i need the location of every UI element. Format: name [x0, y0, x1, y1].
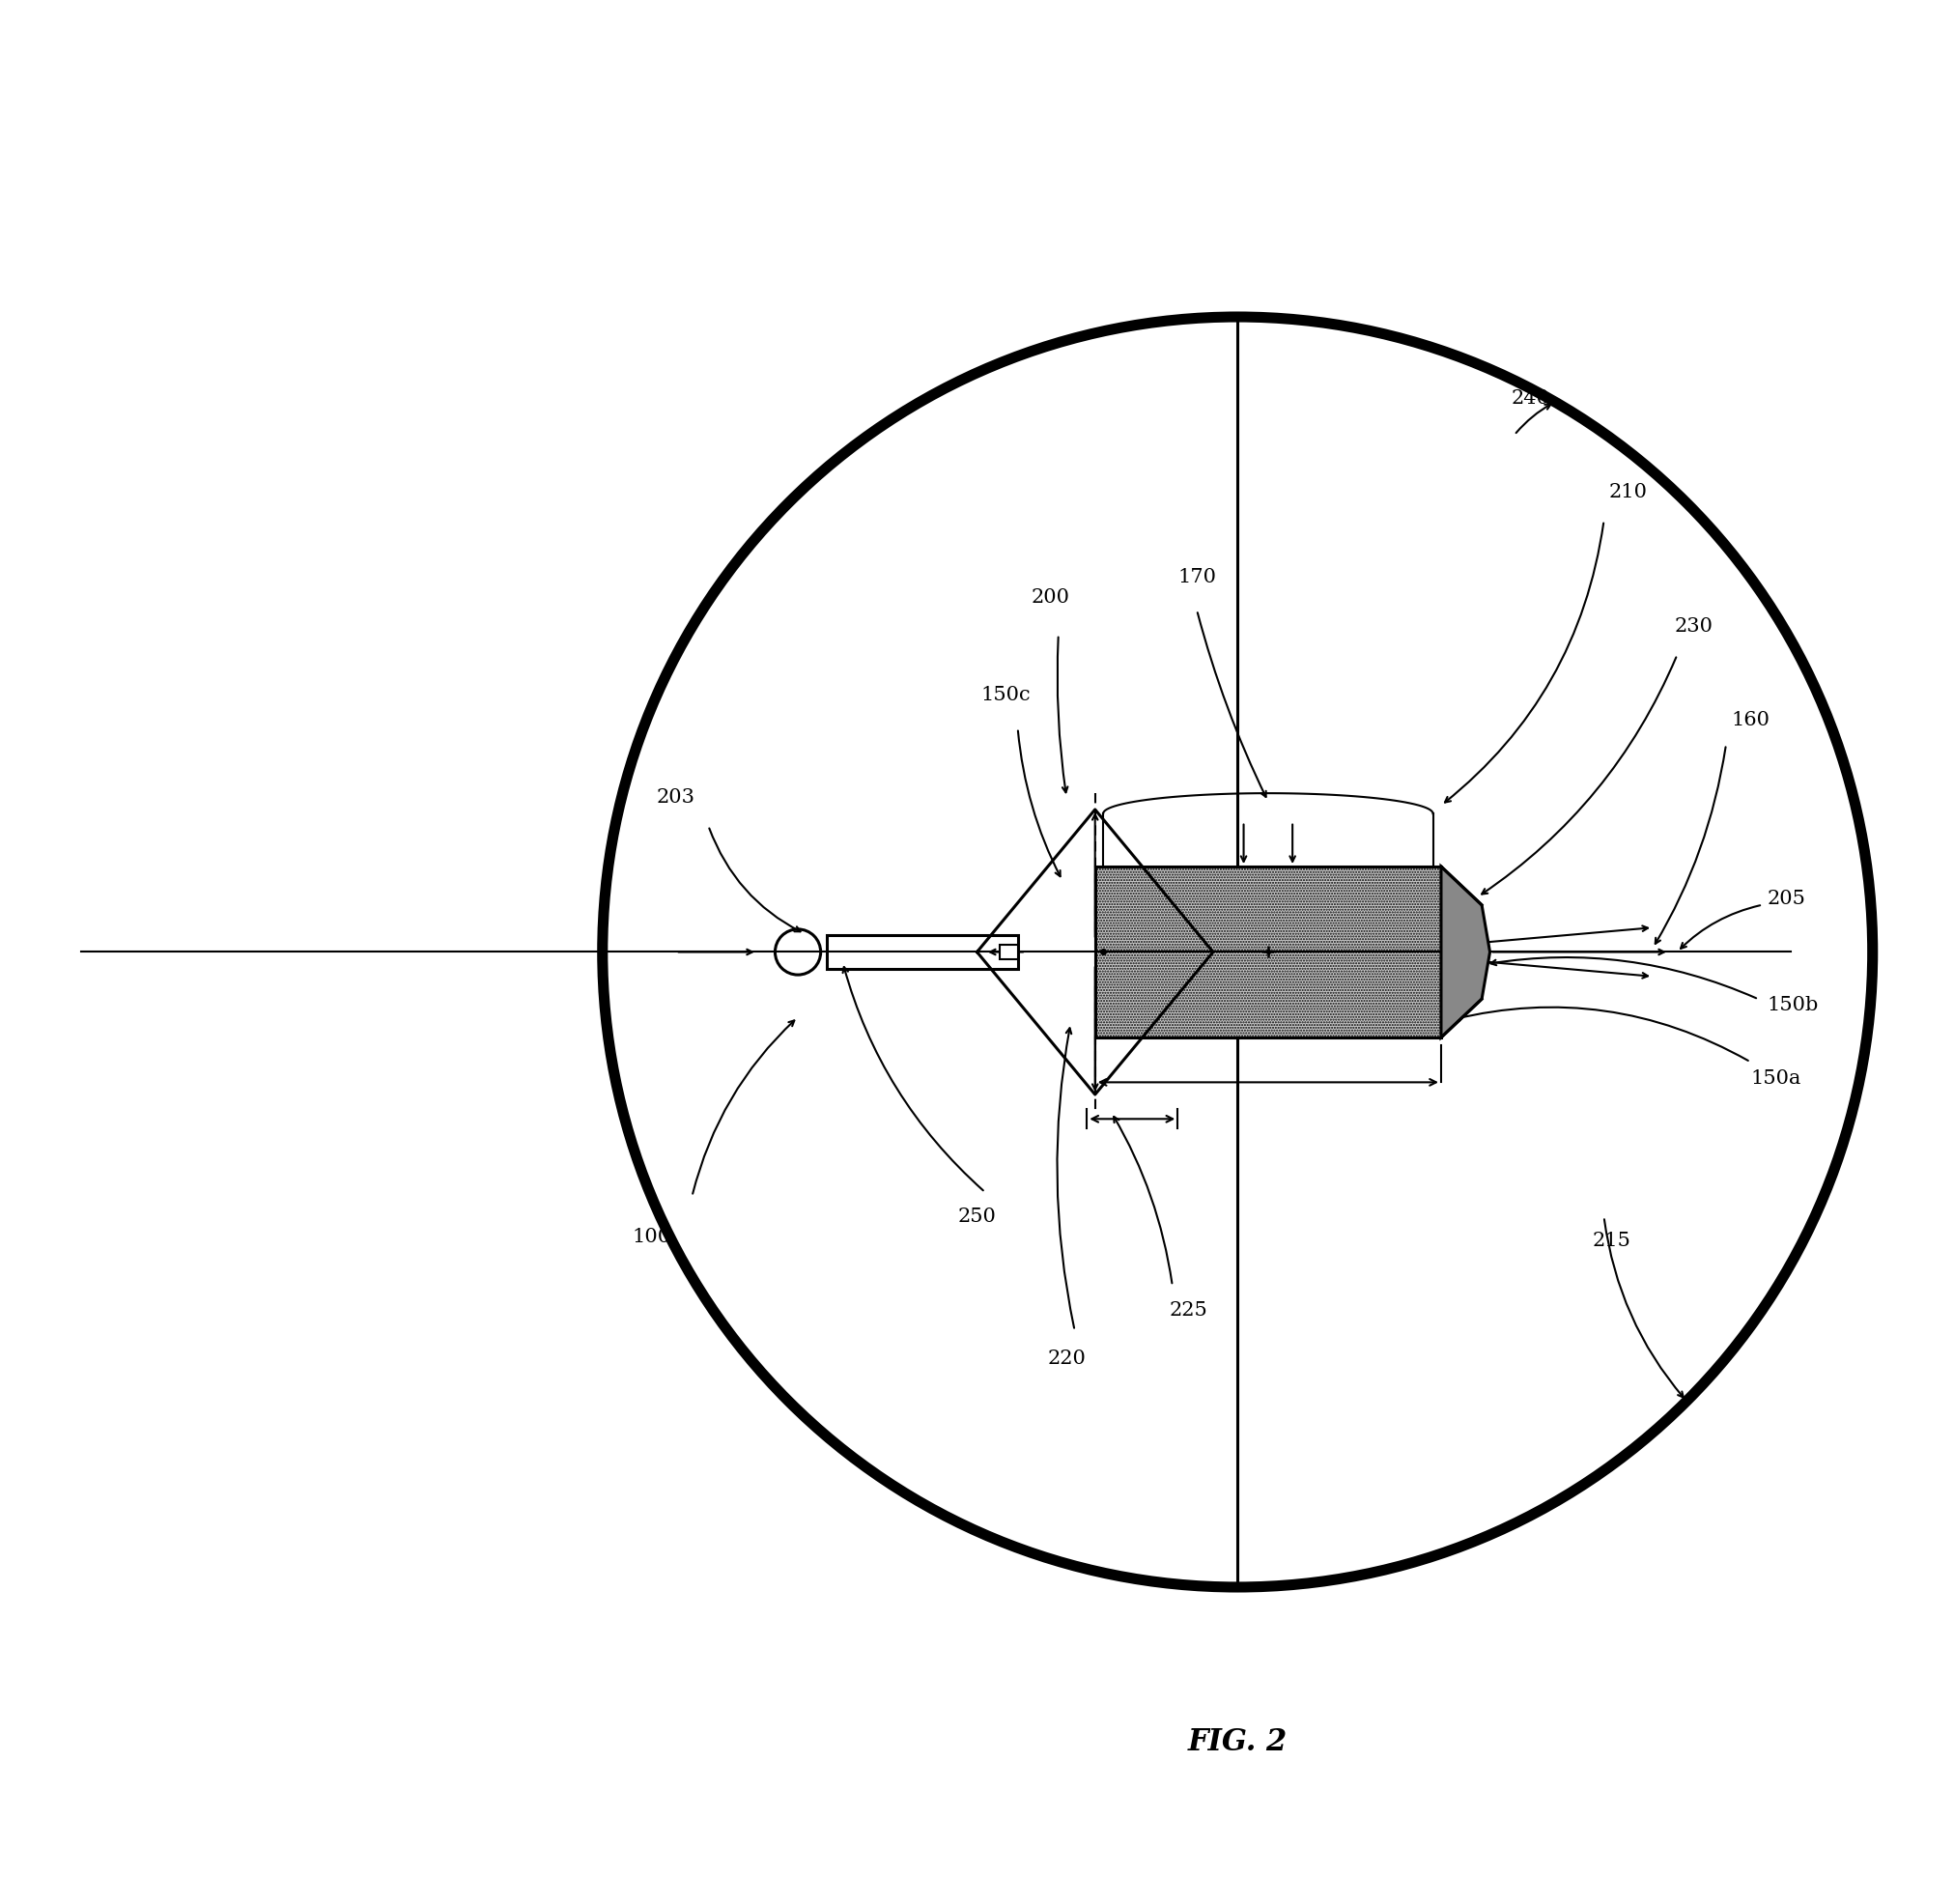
Bar	[1000, 944, 1018, 960]
Text: 205: 205	[1766, 889, 1805, 908]
Text: 150a: 150a	[1751, 1068, 1802, 1087]
Text: 250: 250	[957, 1207, 997, 1226]
Text: 150b: 150b	[1766, 996, 1817, 1015]
Bar	[827, 935, 1018, 969]
Text: 100: 100	[631, 1228, 670, 1247]
Text: 203: 203	[657, 788, 696, 807]
Polygon shape	[1440, 866, 1489, 1038]
Text: 210: 210	[1608, 484, 1647, 501]
Text: 160: 160	[1731, 710, 1770, 729]
Text: 240: 240	[1510, 388, 1550, 407]
Text: 200: 200	[1032, 588, 1069, 607]
Text: 220: 220	[1047, 1350, 1086, 1369]
Text: FIG. 2: FIG. 2	[1188, 1727, 1288, 1757]
Text: 215: 215	[1593, 1232, 1632, 1251]
Text: 150c: 150c	[981, 685, 1030, 704]
Bar	[1094, 866, 1440, 1038]
Text: 170: 170	[1178, 567, 1215, 586]
Text: 225: 225	[1170, 1300, 1208, 1319]
Text: 230: 230	[1675, 617, 1714, 636]
